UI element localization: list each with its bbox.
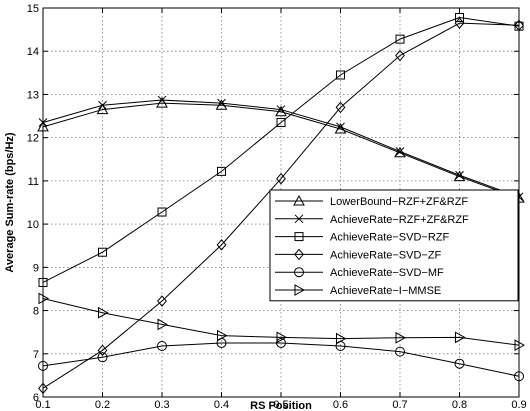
series-square [38,13,524,287]
data-point [455,13,464,23]
legend-item: AchieveRate−SVD−RZF [275,232,449,244]
data-point [157,207,167,217]
x-tick-label: 0.3 [154,399,169,411]
data-point [96,103,109,115]
legend-item: LowerBound−RZF+ZF&RZF [275,194,468,208]
legend-marker [294,267,304,278]
legend-label: AchieveRate−SVD−MF [330,267,444,279]
data-point [455,170,464,180]
y-tick-label: 7 [33,349,39,361]
data-point [215,99,228,110]
legend-item: AchieveRate−RZF+ZF&RZF [275,214,469,226]
legend-item: AchieveRate−SVD−MF [275,267,444,279]
data-point [276,331,288,344]
legend-marker [293,194,305,206]
y-tick-label: 13 [27,89,39,101]
legend-label: AchieveRate−RZF+ZF&RZF [330,214,469,226]
legend-marker [294,284,306,296]
legend-box [269,189,519,302]
data-point [276,105,286,114]
data-point [216,239,227,251]
series-line [42,102,520,199]
data-point [97,344,108,357]
legend-marker [294,232,304,242]
y-tick-label: 9 [33,262,39,274]
data-point [275,105,287,117]
y-tick-label: 14 [27,46,39,58]
data-point [98,306,109,319]
data-point [217,166,226,176]
data-point [336,70,345,80]
data-point [276,118,286,128]
legend-label: AchieveRate−SVD−ZF [330,249,442,261]
x-tick-label: 0.4 [214,399,229,411]
data-point [395,49,405,62]
data-point [395,34,405,44]
y-tick-label: 11 [28,176,39,188]
data-point [335,101,346,114]
legend-label: AchieveRate−SVD−RZF [330,232,449,244]
legend-label: LowerBound−RZF+ZF&RZF [330,196,468,208]
data-point [97,352,108,363]
data-point [276,172,286,185]
ticks: 0.1 0.2 0.3 0.4 0.5 0.6 0.7 0.8 0.9 6 7 8 9 10 11 12 13 1… [27,3,527,411]
data-point [157,340,167,351]
data-point [395,147,405,156]
data-point [454,17,465,29]
series-diamond [38,17,524,395]
x-axis-label: RS Position [250,400,312,411]
legend-marker [294,214,304,224]
series-line [42,22,520,389]
series-line [42,342,520,377]
series-line [42,297,520,346]
legend-item: AchieveRate−SVD−ZF [275,248,442,261]
x-tick-label: 0.5 [273,399,288,411]
data-point [157,295,167,307]
data-point [157,318,169,331]
x-tick-label: 0.9 [511,399,526,411]
x-tick-label: 0.8 [452,399,467,411]
data-point [336,122,345,132]
data-point [455,331,466,344]
x-tick-label: 0.6 [333,399,348,411]
x-tick-label: 0.1 [35,399,50,411]
legend-marker [294,248,304,261]
series-triangle-up [37,97,525,203]
data-point [395,346,405,357]
y-tick-label: 10 [27,219,39,231]
series-line [42,16,520,283]
legend: LowerBound−RZF+ZF&RZF AchieveRate−RZF+ZF&… [269,189,519,302]
series-x [38,95,524,202]
x-tick-label: 0.2 [95,399,110,411]
y-tick-label: 12 [27,133,39,145]
data-point [98,247,107,257]
data-point [395,331,407,344]
legend-item: AchieveRate−I−MMSE [275,284,441,297]
series-triangle-right [38,292,526,351]
y-tick-label: 8 [33,306,39,318]
data-point [217,98,226,108]
y-tick-label: 15 [27,3,39,15]
data-point [217,329,228,342]
data-point [157,95,167,105]
series-layer [37,13,526,395]
data-point [336,332,347,345]
y-tick-label: 6 [33,392,39,404]
data-point [98,100,107,110]
data-point [334,122,347,134]
y-axis-label: Average Sum-rate (bps/Hz) [4,132,16,273]
legend-label: AchieveRate−I−MMSE [330,285,441,297]
data-point [454,358,465,369]
x-tick-label: 0.7 [392,399,407,411]
